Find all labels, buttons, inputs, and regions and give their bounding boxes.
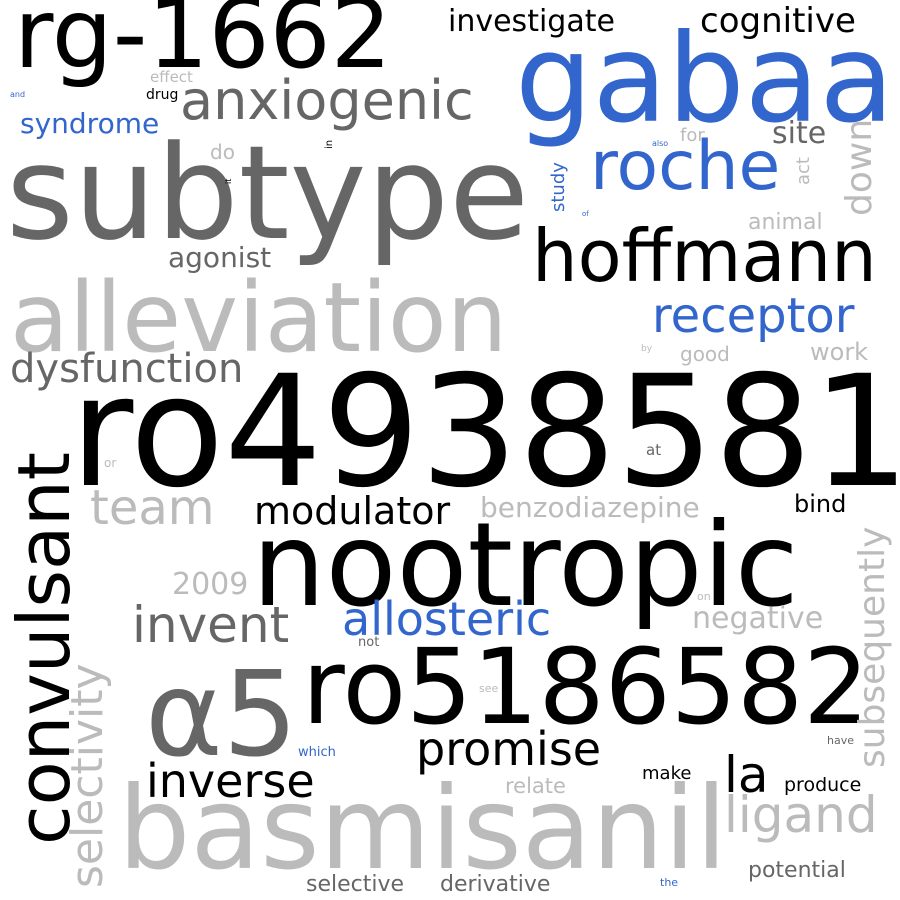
word-gabaa: gabaa	[515, 8, 895, 150]
word-invent: invent	[132, 596, 290, 654]
word-anxiogenic: anxiogenic	[180, 69, 474, 132]
word-2009: 2009	[172, 567, 249, 602]
word-at: at	[646, 441, 662, 459]
word-potential: potential	[748, 858, 846, 883]
word-basmisanil: basmisanil	[118, 762, 728, 895]
word-cognitive: cognitive	[700, 1, 856, 41]
word-nootropic: nootropic	[252, 498, 799, 633]
word-the: the	[660, 876, 679, 889]
word-see: see	[479, 682, 499, 695]
word-benzodiazepine: benzodiazepine	[480, 491, 700, 524]
word-act: act	[793, 157, 814, 185]
word-or: or	[104, 456, 117, 470]
word-do: do	[210, 140, 235, 164]
word-alpha5: α5	[145, 645, 298, 783]
word-relate: relate	[505, 774, 566, 798]
word-alleviation: alleviation	[10, 262, 508, 374]
word-inverse: inverse	[146, 754, 315, 808]
word-subtype: subtype	[6, 117, 530, 269]
word-derivative: derivative	[440, 872, 551, 897]
word-and: and	[10, 90, 26, 99]
word-for: for	[680, 125, 705, 146]
word-produce: produce	[784, 774, 862, 796]
word-promise: promise	[416, 722, 602, 776]
word-receptor: receptor	[652, 288, 855, 344]
word-good: good	[680, 342, 730, 366]
word-have: have	[827, 734, 854, 747]
word-hoffmann: hoffmann	[532, 214, 877, 298]
word-work: work	[810, 338, 869, 366]
word-effect: effect	[150, 68, 193, 86]
word-ligand: ligand	[724, 786, 878, 844]
word-in: in	[324, 139, 335, 149]
word-down: down	[839, 118, 880, 216]
word-modulator: modulator	[254, 489, 451, 533]
word-it: it	[224, 178, 233, 184]
word-animal: animal	[748, 210, 823, 235]
word-la: la	[724, 746, 769, 804]
word-dysfunction: dysfunction	[10, 346, 244, 392]
word-which: which	[298, 745, 336, 760]
word-not: not	[358, 635, 380, 650]
word-allosteric: allosteric	[342, 592, 552, 646]
word-drug: drug	[146, 87, 179, 103]
word-syndrome: syndrome	[20, 107, 160, 140]
word-bind: bind	[794, 490, 847, 518]
word-also: also	[652, 139, 669, 148]
word-study: study	[548, 162, 569, 212]
word-rg-1662: rg-1662	[14, 0, 392, 90]
word-investigate: investigate	[448, 4, 615, 39]
word-make: make	[642, 763, 692, 784]
word-ro4938581: ro4938581	[70, 343, 900, 522]
word-ro5186582: ro5186582	[302, 626, 870, 748]
word-selective: selective	[306, 872, 405, 897]
word-selectivity: selectivity	[62, 663, 113, 888]
word-team: team	[90, 480, 215, 536]
word-agonist: agonist	[168, 241, 272, 274]
word-subsequently: subsequently	[852, 526, 893, 768]
word-on: on	[697, 590, 711, 603]
word-site: site	[772, 116, 827, 151]
word-of: of	[582, 210, 589, 218]
word-negative: negative	[692, 601, 824, 636]
word-by: by	[641, 344, 653, 354]
word-roche: roche	[590, 127, 781, 206]
